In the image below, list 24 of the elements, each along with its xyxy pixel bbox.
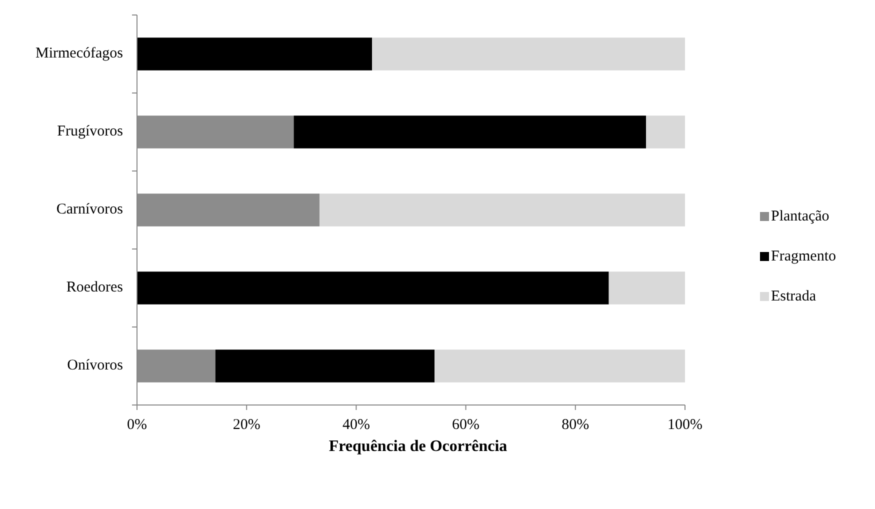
legend-label: Plantação [771,208,830,224]
y-tick-label: Mirmecófagos [36,45,124,62]
legend-label: Fragmento [771,248,836,264]
bar [137,272,609,304]
bar [646,116,685,148]
x-tick-label: 80% [562,417,590,433]
x-tick-label: 60% [452,417,480,433]
bar [434,350,685,382]
legend-label: Estrada [771,288,816,304]
x-tick-label: 100% [668,417,702,433]
x-tick-label: 20% [232,417,260,433]
bar [372,38,685,70]
y-tick-label: Carnívoros [56,201,124,218]
y-tick-label: Frugívoros [57,123,124,140]
x-axis-title: Frequência de Ocorrência [328,438,508,455]
bar [215,350,435,382]
y-tick-label: Onívoros [67,357,124,374]
bar [608,272,685,304]
bar [319,194,685,226]
bar [137,38,372,70]
x-tick-label: 0% [127,417,147,433]
x-tick-label: 40% [342,417,370,433]
bar [294,116,646,148]
y-tick-label: Roedores [66,279,124,296]
